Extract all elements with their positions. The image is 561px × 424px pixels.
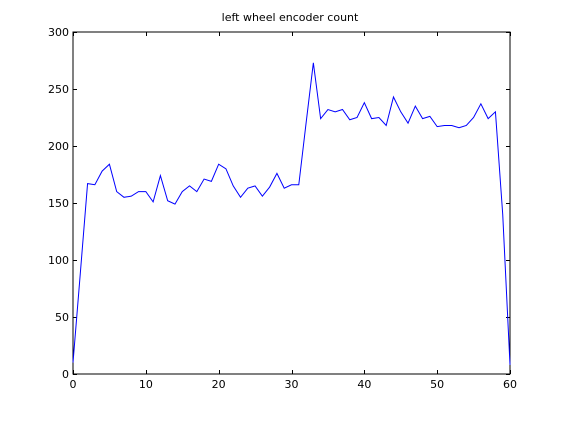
axis-tick-labels: 0 10 20 30 40 50 60 0 50 100 150 200 250 300 [48, 26, 517, 391]
chart-title: left wheel encoder count [222, 11, 359, 24]
y-tick-label: 200 [48, 140, 69, 153]
x-tick-label: 20 [212, 378, 226, 391]
series-line [72, 62, 511, 365]
y-tick-label: 0 [62, 368, 69, 381]
x-tick-label: 40 [357, 378, 371, 391]
y-tick-label: 250 [48, 83, 69, 96]
y-tick-label: 150 [48, 197, 69, 210]
x-tick-label: 30 [285, 378, 299, 391]
x-tick-label: 50 [430, 378, 444, 391]
y-tick-label: 50 [55, 311, 69, 324]
axes-box [72, 31, 511, 375]
y-tick-label: 100 [48, 254, 69, 267]
x-tick-label: 60 [503, 378, 517, 391]
x-tick-label: 0 [70, 378, 77, 391]
x-tick-label: 10 [139, 378, 153, 391]
y-tick-label: 300 [48, 26, 69, 39]
